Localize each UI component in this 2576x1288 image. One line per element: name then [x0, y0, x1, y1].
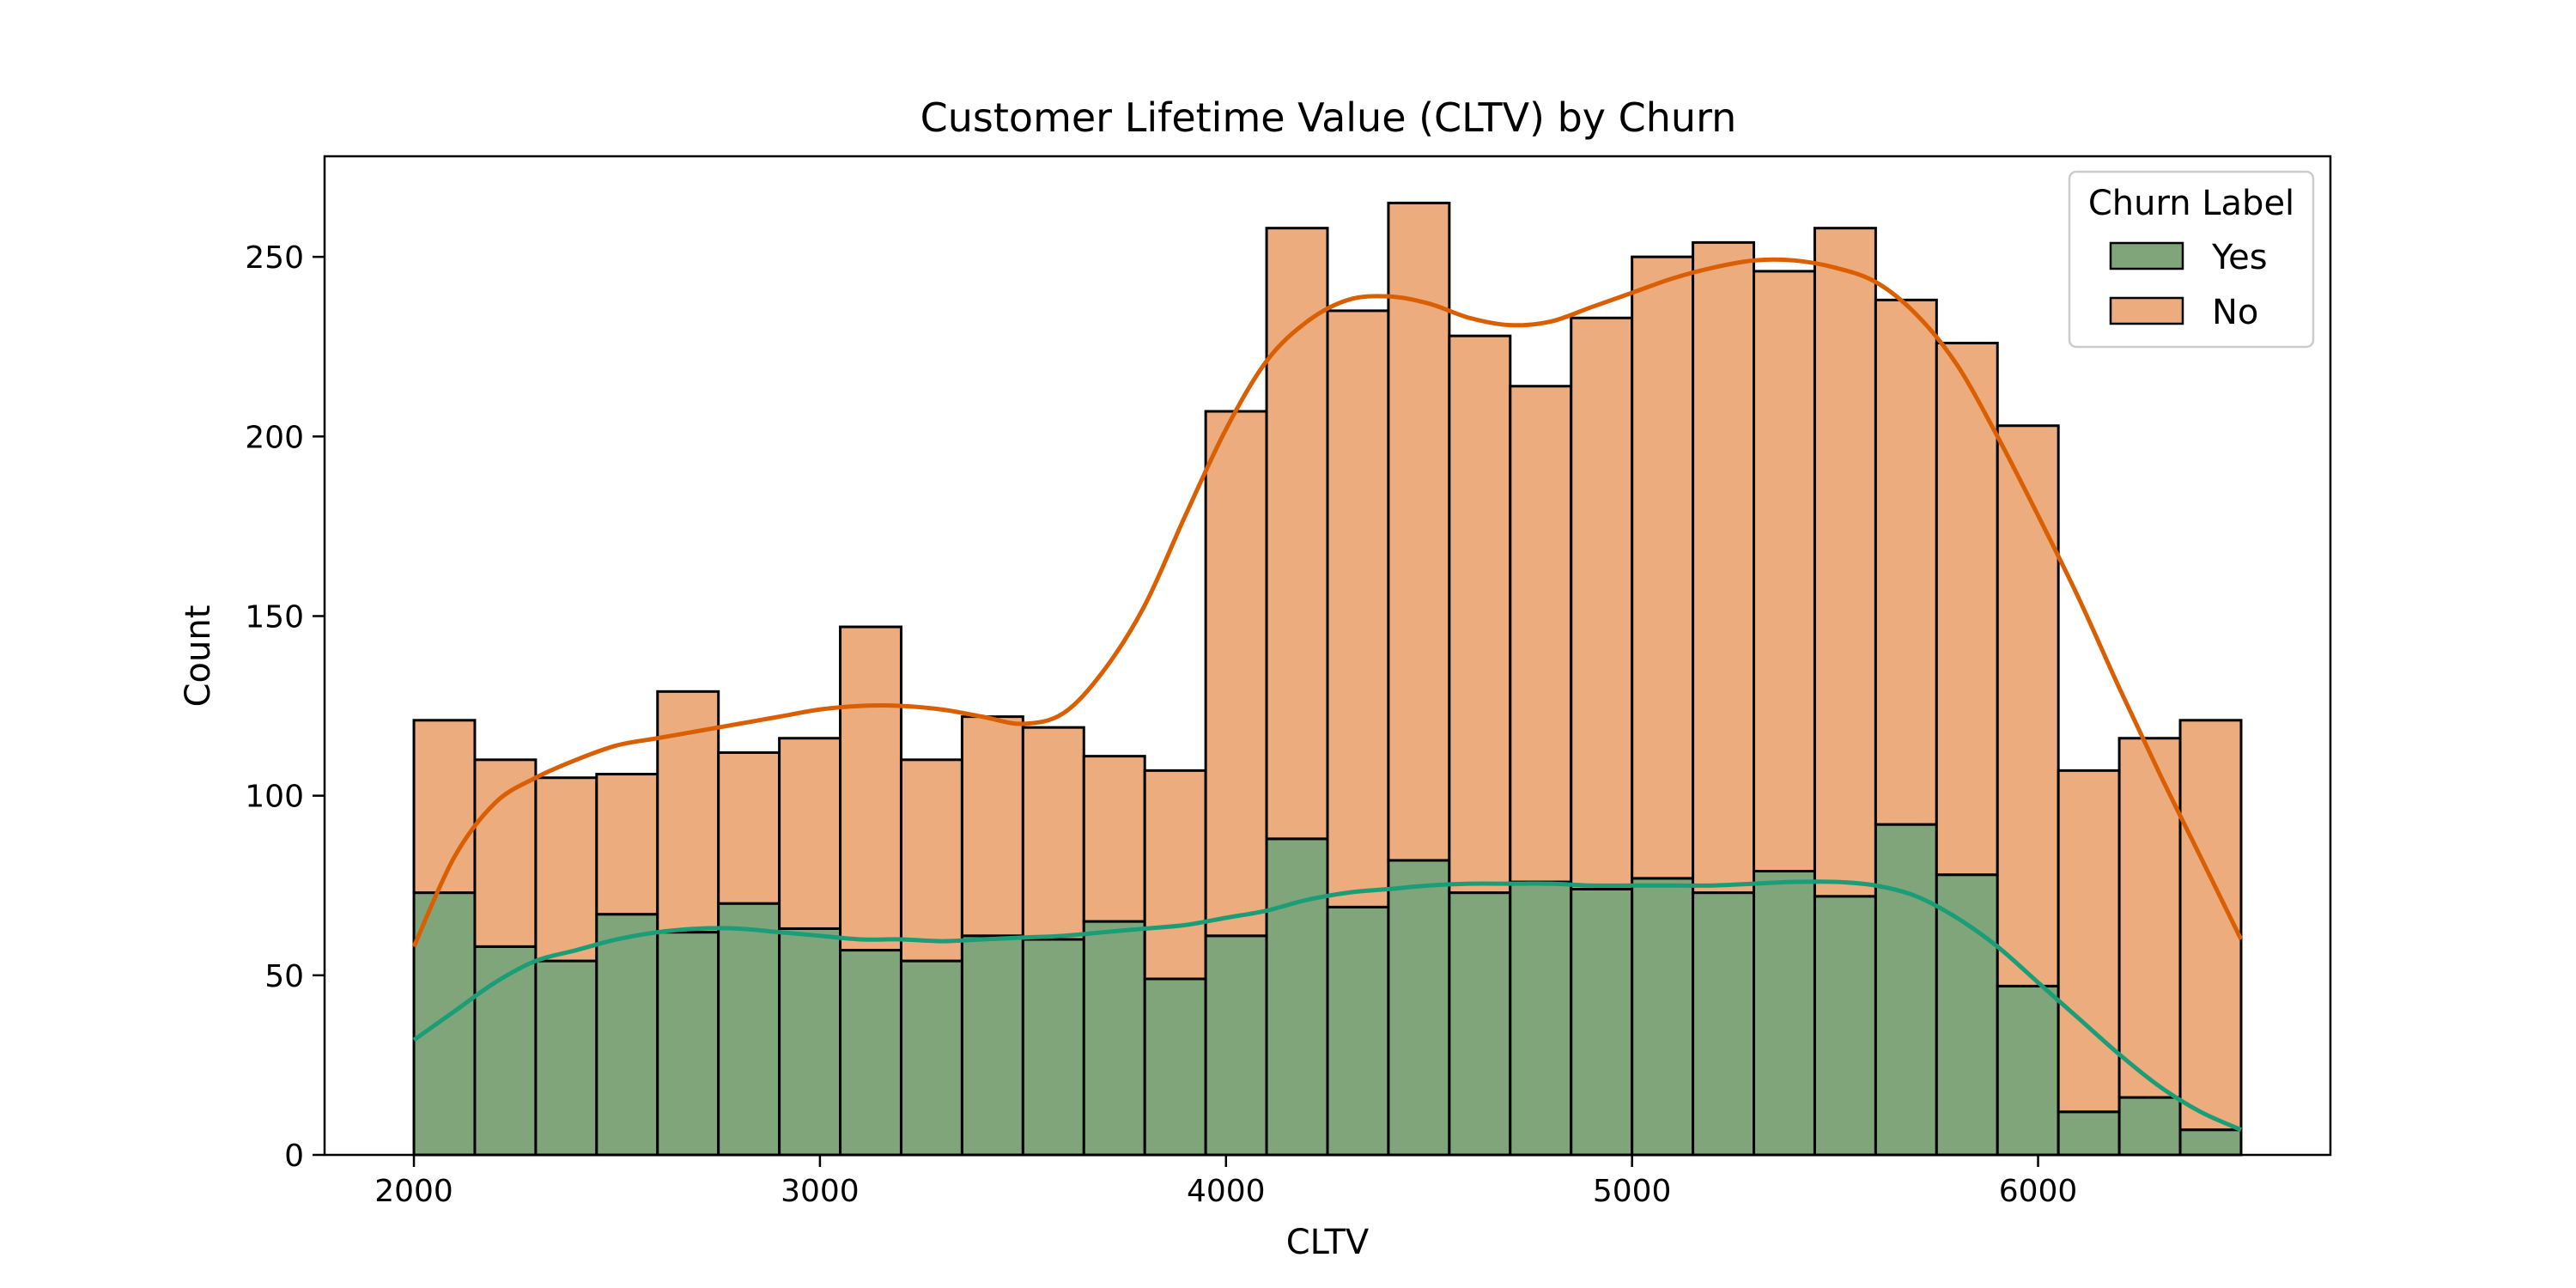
y-tick-label-0: 0 [284, 1139, 304, 1174]
y-tick-label-200: 200 [245, 420, 304, 455]
y-tick-label-50: 50 [264, 959, 304, 994]
x-tick-label-5000: 5000 [1593, 1174, 1672, 1209]
bar-no-8 [899, 758, 963, 963]
x-axis: 2000 3000 4000 5000 6000 [374, 1155, 2077, 1209]
y-tick-label-150: 150 [245, 599, 304, 635]
x-tick-label-2000: 2000 [374, 1174, 453, 1209]
bar-no-14 [1265, 227, 1329, 841]
bar-yes-24 [1874, 823, 1938, 1157]
bar-yes-29 [2178, 1128, 2243, 1157]
bar-no-10 [1021, 726, 1085, 941]
plot-frame [323, 155, 2332, 1157]
kde-layer [411, 257, 2244, 1133]
bar-yes-21 [1692, 891, 1756, 1157]
y-tick-label-250: 250 [245, 240, 304, 276]
bar-yes-13 [1204, 934, 1268, 1157]
bar-yes-0 [412, 891, 477, 1157]
bar-yes-12 [1143, 977, 1207, 1157]
x-tick-label-3000: 3000 [781, 1174, 860, 1209]
bar-no-20 [1631, 255, 1695, 880]
y-axis: 0 50 100 150 200 250 [245, 240, 325, 1174]
bar-no-15 [1326, 309, 1390, 908]
bar-yes-20 [1631, 877, 1695, 1157]
bar-no-13 [1204, 410, 1268, 938]
bar-no-27 [2057, 769, 2121, 1114]
bar-no-24 [1874, 298, 1938, 826]
bar-yes-16 [1387, 859, 1451, 1157]
bar-no-9 [960, 715, 1024, 938]
bar-yes-17 [1448, 891, 1512, 1157]
bar-no-7 [839, 625, 902, 952]
bar-yes-14 [1265, 837, 1329, 1157]
bar-no-1 [473, 758, 538, 948]
bar-no-2 [534, 776, 598, 963]
x-axis-label: CLTV [1286, 1223, 1370, 1262]
y-tick-label-100: 100 [245, 780, 304, 815]
bar-yes-2 [534, 959, 598, 1157]
bar-no-28 [2117, 737, 2182, 1099]
bar-yes-15 [1326, 905, 1390, 1157]
bar-no-25 [1935, 342, 1999, 877]
chart-title: Customer Lifetime Value (CLTV) by Churn [920, 94, 1737, 141]
bar-no-18 [1509, 385, 1573, 884]
bar-no-29 [2178, 719, 2243, 1132]
bar-no-19 [1570, 316, 1634, 890]
legend-label-no: No [2212, 293, 2258, 332]
bar-yes-7 [839, 949, 902, 1157]
x-tick-label-4000: 4000 [1187, 1174, 1266, 1209]
bar-no-3 [595, 773, 659, 916]
bar-yes-19 [1570, 887, 1634, 1157]
y-axis-label: Count [179, 605, 218, 708]
legend-label-yes: Yes [2211, 238, 2268, 277]
bar-no-22 [1753, 270, 1816, 873]
bar-yes-27 [2057, 1110, 2121, 1157]
legend-swatch-yes [2109, 241, 2184, 270]
kde-curve-yes [412, 879, 2242, 1133]
bar-yes-26 [1996, 984, 2060, 1157]
legend-swatch-no [2109, 296, 2184, 325]
bar-yes-3 [595, 913, 659, 1157]
x-tick-label-6000: 6000 [1999, 1174, 2078, 1209]
bar-yes-18 [1509, 880, 1573, 1157]
bar-yes-8 [899, 959, 963, 1157]
bar-yes-6 [778, 927, 842, 1157]
bar-no-5 [717, 750, 781, 905]
bar-yes-22 [1753, 870, 1816, 1157]
bars-layer [412, 201, 2243, 1157]
bar-no-21 [1692, 240, 1756, 895]
bar-yes-1 [473, 945, 538, 1157]
bar-no-26 [1996, 424, 2060, 987]
bar-yes-9 [960, 934, 1024, 1157]
bar-yes-11 [1082, 920, 1146, 1157]
bar-yes-28 [2117, 1096, 2182, 1157]
bar-no-12 [1143, 769, 1207, 981]
bar-no-6 [778, 737, 842, 930]
bar-yes-10 [1021, 938, 1085, 1157]
bar-no-23 [1813, 227, 1877, 898]
legend-title: Churn Label [2088, 184, 2294, 223]
bar-no-0 [412, 719, 477, 895]
bar-yes-5 [717, 902, 781, 1157]
bar-yes-25 [1935, 873, 1999, 1157]
bar-no-11 [1082, 755, 1146, 923]
legend: Churn Label Yes No [2068, 170, 2315, 349]
bar-yes-23 [1813, 895, 1877, 1157]
bar-yes-4 [656, 931, 720, 1157]
bar-no-17 [1448, 334, 1512, 895]
kde-curve-no [411, 257, 2244, 948]
